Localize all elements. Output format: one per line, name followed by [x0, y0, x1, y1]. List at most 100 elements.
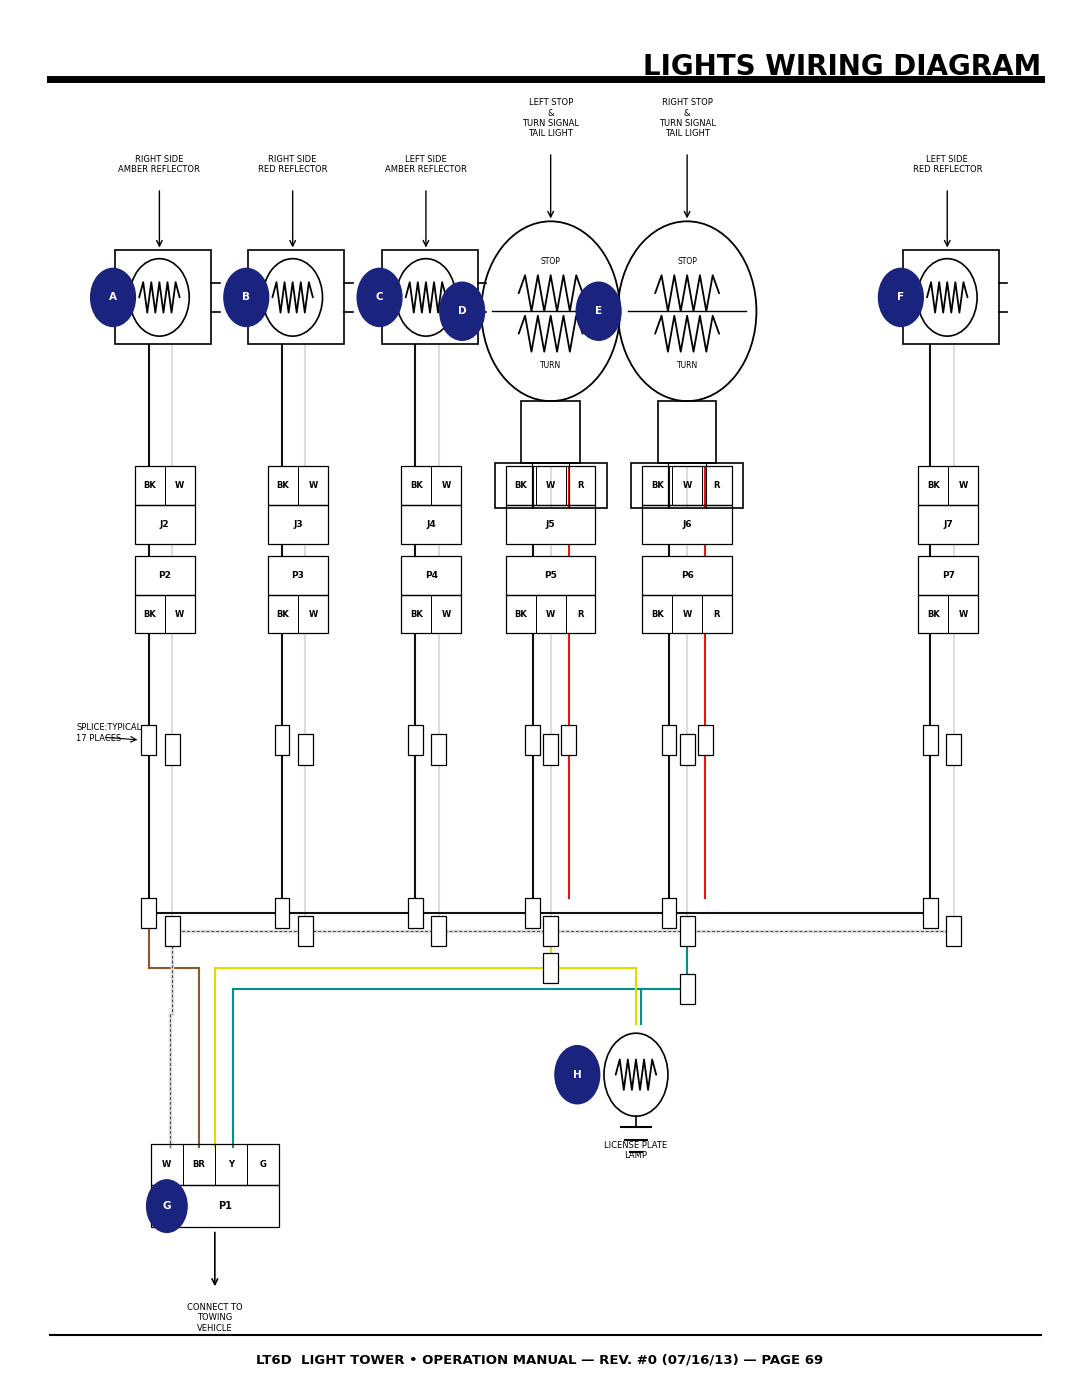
Text: SPLICE:TYPICAL
17 PLACES: SPLICE:TYPICAL 17 PLACES	[77, 724, 141, 743]
Text: W: W	[959, 609, 968, 619]
Text: W: W	[442, 609, 450, 619]
FancyBboxPatch shape	[946, 735, 961, 766]
Text: W: W	[683, 481, 692, 490]
Circle shape	[440, 282, 485, 341]
FancyBboxPatch shape	[525, 725, 540, 756]
FancyBboxPatch shape	[679, 974, 694, 1004]
Text: Y: Y	[228, 1160, 234, 1169]
Text: BK: BK	[514, 481, 527, 490]
Text: TURN: TURN	[676, 360, 698, 370]
FancyBboxPatch shape	[408, 725, 422, 756]
Circle shape	[91, 268, 135, 327]
Text: R: R	[578, 481, 584, 490]
Text: W: W	[683, 609, 692, 619]
Text: LEFT SIDE
RED REFLECTOR: LEFT SIDE RED REFLECTOR	[913, 155, 982, 175]
Text: J5: J5	[545, 520, 555, 528]
Text: CONNECT TO
TOWING
VEHICLE: CONNECT TO TOWING VEHICLE	[187, 1303, 243, 1333]
Text: W: W	[308, 481, 318, 490]
Text: G: G	[163, 1201, 171, 1211]
Text: BR: BR	[192, 1160, 205, 1169]
Text: TURN: TURN	[540, 360, 562, 370]
Text: B: B	[242, 292, 251, 302]
FancyBboxPatch shape	[408, 898, 422, 928]
Text: BK: BK	[651, 609, 663, 619]
Text: P6: P6	[680, 571, 693, 580]
Text: J3: J3	[293, 520, 302, 528]
Text: J6: J6	[683, 520, 692, 528]
FancyBboxPatch shape	[543, 915, 558, 946]
Text: F: F	[897, 292, 904, 302]
FancyBboxPatch shape	[946, 915, 961, 946]
Text: J4: J4	[427, 520, 436, 528]
FancyBboxPatch shape	[274, 898, 289, 928]
Text: D: D	[458, 306, 467, 316]
FancyBboxPatch shape	[141, 725, 157, 756]
Text: RIGHT STOP
&
TURN SIGNAL
TAIL LIGHT: RIGHT STOP & TURN SIGNAL TAIL LIGHT	[659, 98, 716, 138]
Text: BK: BK	[927, 609, 940, 619]
Circle shape	[147, 1180, 187, 1232]
Text: W: W	[546, 609, 555, 619]
Text: P7: P7	[942, 571, 955, 580]
Text: BK: BK	[410, 481, 422, 490]
Circle shape	[555, 1046, 599, 1104]
Text: W: W	[546, 481, 555, 490]
FancyBboxPatch shape	[431, 915, 446, 946]
Text: LEFT SIDE
AMBER REFLECTOR: LEFT SIDE AMBER REFLECTOR	[384, 155, 467, 175]
Text: A: A	[109, 292, 117, 302]
Text: W: W	[162, 1160, 172, 1169]
Text: W: W	[308, 609, 318, 619]
Text: R: R	[578, 609, 584, 619]
FancyBboxPatch shape	[679, 735, 694, 766]
Text: C: C	[376, 292, 383, 302]
FancyBboxPatch shape	[431, 735, 446, 766]
Text: R: R	[714, 609, 720, 619]
Text: BK: BK	[144, 609, 157, 619]
Text: BK: BK	[276, 609, 289, 619]
Text: J2: J2	[160, 520, 170, 528]
Circle shape	[577, 282, 621, 341]
Text: P1: P1	[218, 1201, 232, 1211]
FancyBboxPatch shape	[662, 725, 676, 756]
Text: W: W	[959, 481, 968, 490]
Circle shape	[357, 268, 402, 327]
Circle shape	[224, 268, 269, 327]
Text: STOP: STOP	[677, 257, 697, 267]
Text: P5: P5	[544, 571, 557, 580]
Text: E: E	[595, 306, 603, 316]
Text: RIGHT SIDE
RED REFLECTOR: RIGHT SIDE RED REFLECTOR	[258, 155, 327, 175]
Text: J7: J7	[944, 520, 954, 528]
FancyBboxPatch shape	[922, 898, 937, 928]
Text: W: W	[175, 481, 185, 490]
FancyBboxPatch shape	[141, 898, 157, 928]
Text: W: W	[175, 609, 185, 619]
Text: RIGHT SIDE
AMBER REFLECTOR: RIGHT SIDE AMBER REFLECTOR	[119, 155, 200, 175]
Text: P3: P3	[292, 571, 305, 580]
FancyBboxPatch shape	[165, 735, 179, 766]
Text: LT6D  LIGHT TOWER • OPERATION MANUAL — REV. #0 (07/16/13) — PAGE 69: LT6D LIGHT TOWER • OPERATION MANUAL — RE…	[256, 1354, 824, 1366]
Text: R: R	[714, 481, 720, 490]
FancyBboxPatch shape	[679, 915, 694, 946]
Text: W: W	[442, 481, 450, 490]
Text: LIGHTS WIRING DIAGRAM: LIGHTS WIRING DIAGRAM	[643, 53, 1041, 81]
Text: BK: BK	[276, 481, 289, 490]
Text: BK: BK	[514, 609, 527, 619]
FancyBboxPatch shape	[525, 898, 540, 928]
Text: H: H	[572, 1070, 582, 1080]
FancyBboxPatch shape	[274, 725, 289, 756]
Text: LICENSE PLATE
LAMP: LICENSE PLATE LAMP	[605, 1141, 667, 1161]
Text: BK: BK	[410, 609, 422, 619]
FancyBboxPatch shape	[543, 735, 558, 766]
FancyBboxPatch shape	[165, 915, 179, 946]
Text: P4: P4	[424, 571, 437, 580]
Circle shape	[878, 268, 923, 327]
FancyBboxPatch shape	[662, 898, 676, 928]
Text: STOP: STOP	[541, 257, 561, 267]
Text: LEFT STOP
&
TURN SIGNAL
TAIL LIGHT: LEFT STOP & TURN SIGNAL TAIL LIGHT	[522, 98, 579, 138]
Text: P2: P2	[159, 571, 171, 580]
FancyBboxPatch shape	[922, 725, 937, 756]
FancyBboxPatch shape	[698, 725, 713, 756]
FancyBboxPatch shape	[298, 915, 313, 946]
Text: G: G	[259, 1160, 267, 1169]
Text: BK: BK	[927, 481, 940, 490]
FancyBboxPatch shape	[562, 725, 577, 756]
